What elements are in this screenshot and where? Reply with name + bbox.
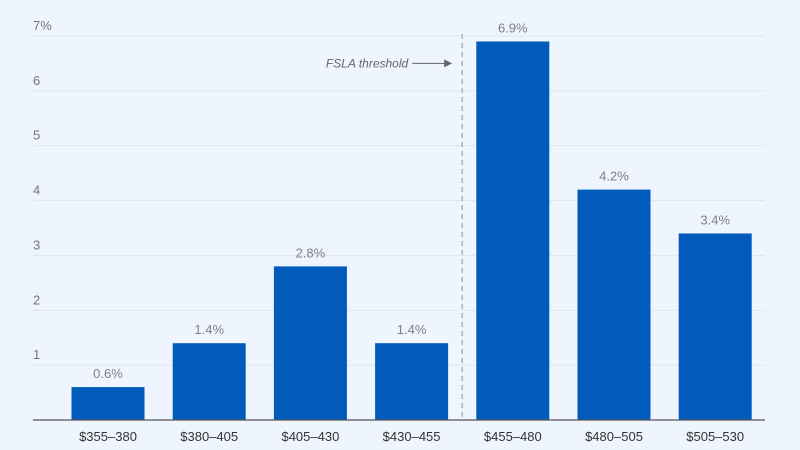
- threshold-annotation: FSLA threshold: [326, 56, 409, 70]
- x-tick-label: $455–480: [484, 429, 542, 444]
- x-tick-label: $405–430: [281, 429, 339, 444]
- x-tick-label: $480–505: [585, 429, 643, 444]
- bar: [273, 266, 347, 420]
- bar: [678, 233, 752, 420]
- bar: [71, 387, 145, 420]
- y-tick-label: 4: [33, 183, 40, 198]
- y-tick-label: 3: [33, 237, 40, 252]
- bar: [476, 41, 550, 420]
- x-tick-label: $430–455: [383, 429, 441, 444]
- data-label: 3.4%: [700, 212, 730, 227]
- bar: [375, 343, 449, 420]
- y-tick-label: 1: [33, 347, 40, 362]
- bar: [172, 343, 246, 420]
- y-tick-label: 7%: [33, 18, 52, 33]
- y-tick-label: 2: [33, 292, 40, 307]
- data-label: 1.4%: [194, 322, 224, 337]
- data-label: 2.8%: [296, 245, 326, 260]
- data-label: 0.6%: [93, 366, 123, 381]
- bar: [577, 189, 651, 420]
- x-tick-label: $380–405: [180, 429, 238, 444]
- data-label: 1.4%: [397, 322, 427, 337]
- data-label: 6.9%: [498, 20, 528, 35]
- x-tick-label: $355–380: [79, 429, 137, 444]
- arrow-icon: [444, 59, 453, 68]
- x-tick-label: $505–530: [686, 429, 744, 444]
- y-tick-label: 6: [33, 73, 40, 88]
- data-label: 4.2%: [599, 169, 629, 184]
- y-tick-label: 5: [33, 128, 40, 143]
